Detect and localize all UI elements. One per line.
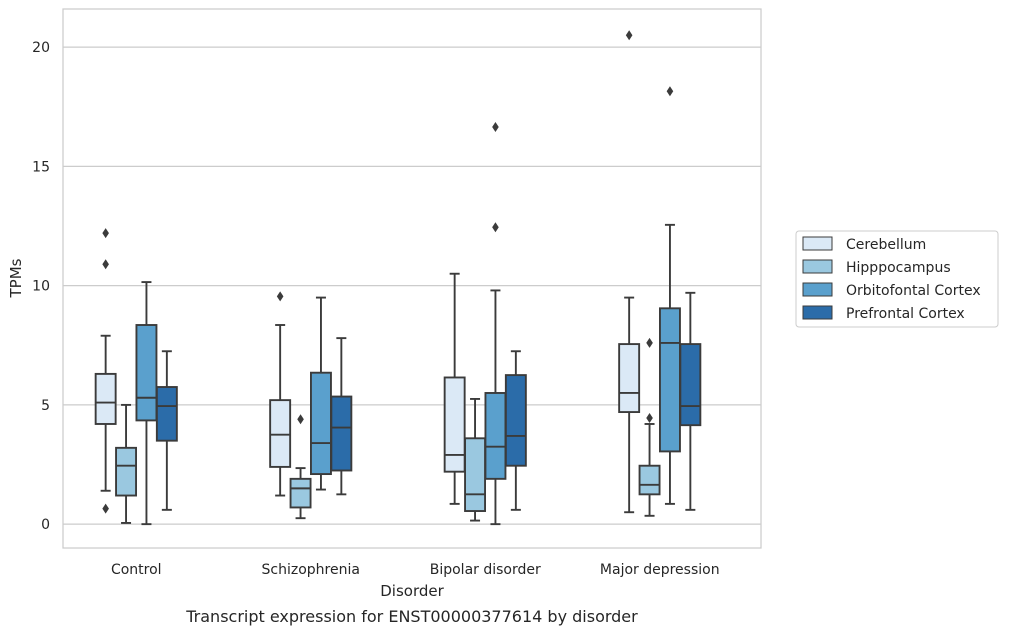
box-2-2 [484,122,507,526]
iqr-box [289,477,312,509]
iqr-box [115,446,138,497]
iqr-box [679,343,702,427]
box-1-1 [289,414,312,520]
box-3-3 [679,291,702,511]
box-1-0 [115,403,138,524]
iqr-box [443,376,466,473]
box-3-1 [330,337,353,496]
iqr-box [269,399,292,468]
outlier-marker-1 [646,413,653,424]
box-0-1 [269,291,292,497]
outlier-marker-0 [666,86,674,97]
x-tick-label-2: Bipolar disorder [430,562,541,578]
y-gridlines [63,46,761,525]
legend-label-2: Orbitofontal Cortex [846,283,981,299]
x-tick-label-0: Control [111,562,162,578]
outlier-marker-2 [102,503,109,514]
y-tick-label-5: 5 [41,398,50,414]
iqr-box [330,395,353,472]
legend-swatch-2 [802,282,833,297]
figure-caption: Transcript expression for ENST0000037761… [185,607,638,626]
box-0-0 [94,228,117,514]
iqr-box [484,392,507,480]
y-tick-label-20: 20 [32,40,50,56]
iqr-box [135,324,158,422]
outlier-marker-0 [297,414,304,425]
iqr-box [155,386,178,442]
outlier-marker-1 [492,222,499,233]
outlier-marker-0 [102,228,109,239]
legend: Cerebellum Hipppocampus Orbitofontal Corte… [795,230,999,328]
iqr-box [94,372,117,425]
plot-frame [62,8,762,549]
legend-label-1: Hipppocampus [846,260,951,276]
plot-area [63,9,761,548]
iqr-box [504,374,527,467]
y-tick-labels: 0 5 10 15 20 [32,40,50,533]
x-tick-labels: Control Schizophrenia Bipolar disorder Majo… [111,562,720,578]
outlier-marker-0 [625,30,633,41]
box-series [94,30,702,526]
x-tick-label-1: Schizophrenia [262,562,360,578]
box-2-1 [310,296,332,491]
legend-label-0: Cerebellum [846,237,926,253]
legend-label-3: Prefrontal Cortex [846,306,965,322]
y-tick-label-10: 10 [32,279,50,295]
box-3-2 [504,350,527,511]
x-tick-label-3: Major depression [600,562,720,578]
box-1-2 [464,397,486,522]
iqr-box [659,307,681,453]
legend-frame [795,230,999,328]
y-axis-label: TPMs [7,258,25,298]
iqr-box [638,464,661,496]
outlier-marker-0 [276,291,284,302]
box-1-3 [638,337,661,517]
legend-swatch-3 [802,305,833,320]
iqr-box [618,343,641,414]
iqr-box [310,371,332,476]
outlier-marker-0 [646,337,653,348]
box-0-2 [443,272,466,505]
box-2-3 [659,86,681,505]
box-3-0 [155,350,178,511]
outlier-marker-1 [102,259,109,270]
box-2-0 [135,281,158,526]
legend-swatch-1 [802,259,833,274]
x-axis-label: Disorder [380,582,444,600]
outlier-marker-0 [492,122,499,133]
box-0-3 [618,30,641,514]
y-tick-label-0: 0 [41,517,50,533]
y-tick-label-15: 15 [32,159,50,175]
legend-swatch-0 [802,236,833,251]
iqr-box [464,437,486,512]
